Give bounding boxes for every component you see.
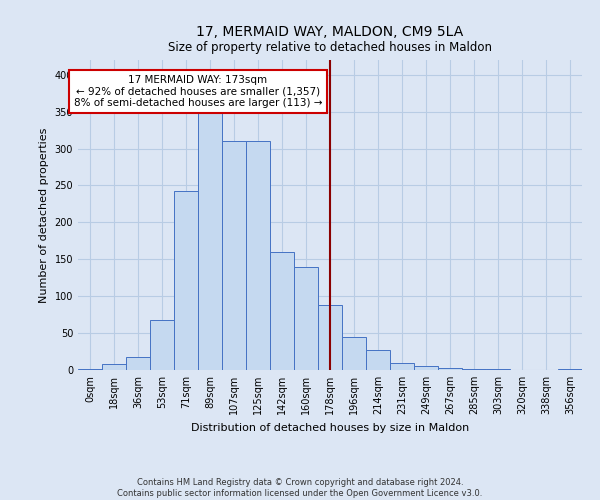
Bar (126, 356, 150, 370)
Text: 17 MERMAID WAY: 173sqm
← 92% of detached houses are smaller (1,357)
8% of semi-d: 17 MERMAID WAY: 173sqm ← 92% of detached… (74, 75, 322, 108)
Bar (246, 141, 270, 370)
Bar (390, 362, 414, 370)
Bar (318, 305, 342, 370)
Bar (414, 366, 438, 370)
Text: Contains HM Land Registry data © Crown copyright and database right 2024.
Contai: Contains HM Land Registry data © Crown c… (118, 478, 482, 498)
Bar (342, 337, 366, 370)
Bar (150, 320, 174, 370)
Bar (222, 141, 246, 370)
X-axis label: Distribution of detached houses by size in Maldon: Distribution of detached houses by size … (191, 422, 469, 432)
Y-axis label: Number of detached properties: Number of detached properties (39, 128, 49, 302)
Bar (198, 82, 222, 370)
Bar (174, 192, 198, 370)
Bar (366, 350, 390, 370)
Bar (102, 364, 126, 370)
Text: 17, MERMAID WAY, MALDON, CM9 5LA: 17, MERMAID WAY, MALDON, CM9 5LA (196, 26, 464, 40)
Text: Size of property relative to detached houses in Maldon: Size of property relative to detached ho… (168, 41, 492, 54)
Bar (294, 266, 318, 370)
Bar (438, 368, 462, 370)
Bar (462, 368, 486, 370)
Bar (270, 252, 294, 370)
